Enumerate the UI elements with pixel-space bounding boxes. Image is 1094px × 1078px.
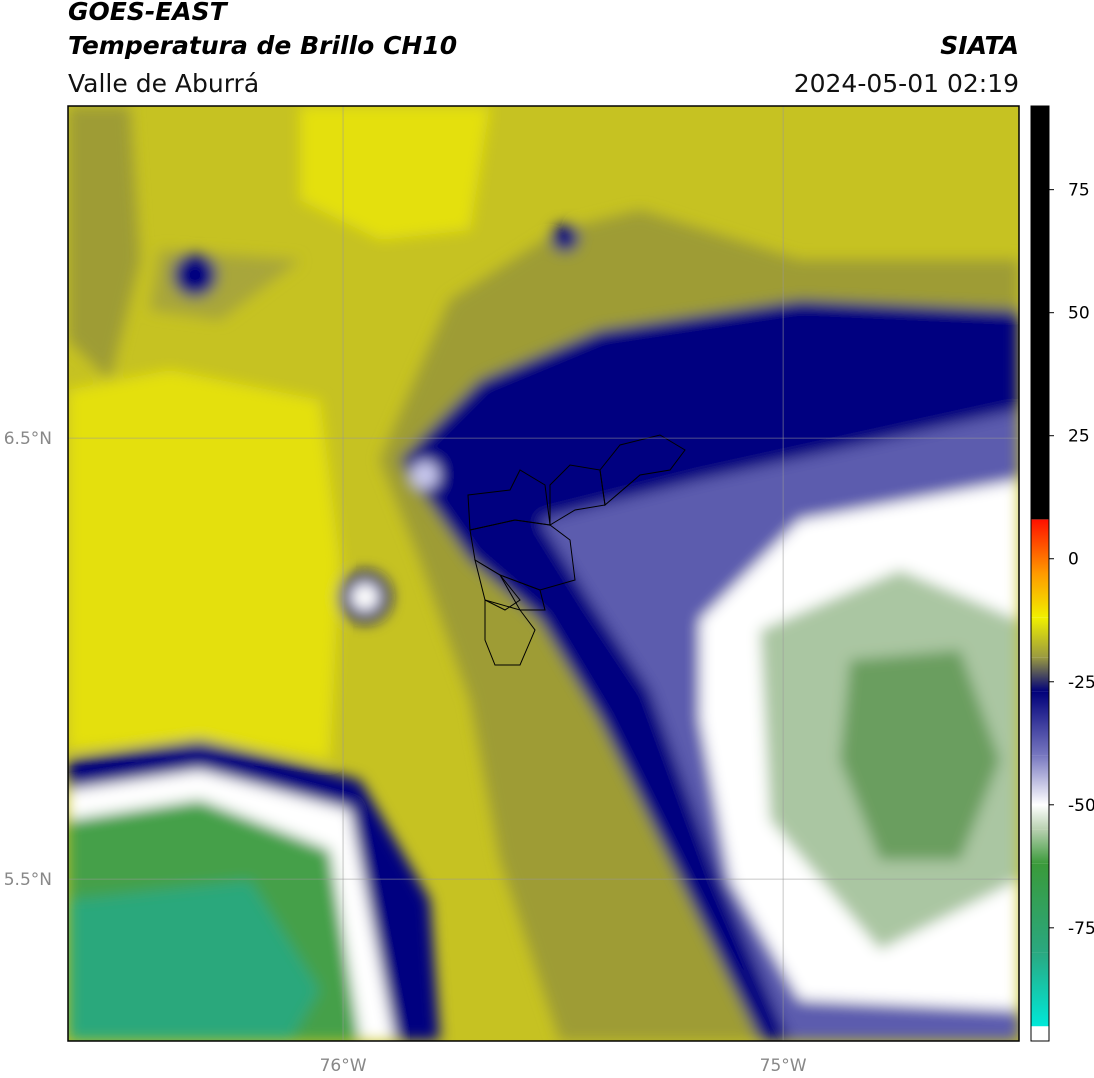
timestamp: 2024-05-01 02:19 <box>794 69 1019 98</box>
map-frame <box>67 105 1020 1042</box>
colorbar-segment <box>1031 829 1049 864</box>
municipal-boundaries <box>467 434 686 666</box>
colorbar-tick-label: 25 <box>1068 427 1090 447</box>
colorbar-segment <box>1031 519 1049 574</box>
x-tick-label: 75°W <box>760 1056 807 1076</box>
colorbar-segment <box>1031 617 1049 658</box>
colorbar-frame <box>1030 105 1050 1042</box>
colorbar-segment <box>1031 106 1049 520</box>
colorbar-segment <box>1031 657 1049 692</box>
title: GOES-EAST <box>68 0 229 26</box>
region: Valle de Aburrá <box>68 69 259 98</box>
colorbar-segment <box>1031 755 1049 805</box>
colorbar-segment <box>1031 804 1049 830</box>
y-tick-label: 6.5°N <box>4 429 52 449</box>
colorbar-tick-label: 75 <box>1068 181 1090 201</box>
imagery <box>68 106 1019 1041</box>
colorbar-tick-label: 0 <box>1068 550 1079 570</box>
colorbar-segment <box>1031 1026 1049 1041</box>
source: SIATA <box>940 31 1019 60</box>
colorbar-tick-label: 50 <box>1068 304 1090 324</box>
colorbar-tick-label: -50 <box>1068 796 1094 816</box>
y-tick-label: 5.5°N <box>4 870 52 890</box>
colorbar-tick-label: -75 <box>1068 919 1094 939</box>
colorbar-tick-label: -25 <box>1068 673 1094 693</box>
colorbar-segment <box>1031 863 1049 953</box>
x-tick-label: 76°W <box>320 1056 367 1076</box>
colorbar-segment <box>1031 952 1049 1027</box>
subtitle: Temperatura de Brillo CH10 <box>68 31 457 60</box>
colorbar-segment <box>1031 691 1049 756</box>
colorbar-segment <box>1031 573 1049 618</box>
